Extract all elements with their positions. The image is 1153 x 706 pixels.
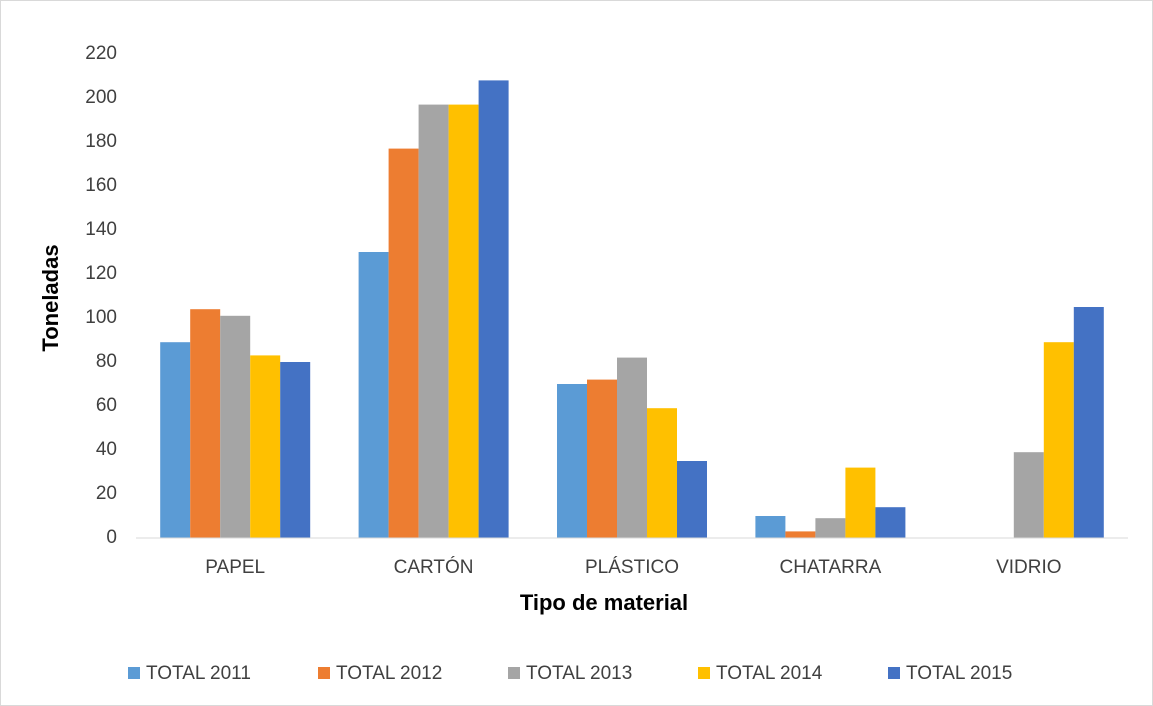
legend-swatch	[508, 667, 520, 679]
bar	[220, 315, 251, 538]
y-tick-label: 20	[96, 483, 117, 504]
bar	[587, 379, 617, 538]
bar	[647, 408, 677, 538]
bar	[1043, 342, 1074, 538]
y-tick-label: 200	[85, 87, 117, 108]
bar	[250, 355, 281, 538]
y-tick-label: 180	[85, 131, 117, 152]
legend-label: TOTAL 2013	[526, 663, 632, 684]
bar	[190, 309, 221, 538]
bar	[785, 531, 816, 538]
legend-swatch	[888, 667, 900, 679]
bar	[677, 461, 707, 538]
bar	[358, 252, 389, 538]
bar	[617, 357, 647, 538]
y-tick-label: 40	[96, 439, 117, 460]
y-tick-label: 160	[85, 175, 117, 196]
legend-label: TOTAL 2014	[716, 663, 823, 684]
bar	[875, 507, 906, 538]
bar	[815, 518, 846, 538]
bar	[1013, 452, 1044, 538]
x-tick-label: CARTÓN	[394, 556, 474, 578]
bar	[160, 342, 191, 538]
y-tick-label: 60	[96, 395, 117, 416]
legend-label: TOTAL 2011	[146, 663, 251, 684]
x-axis-title: Tipo de material	[520, 590, 688, 615]
bar	[418, 104, 449, 538]
y-tick-label: 0	[106, 527, 117, 548]
y-tick-label: 80	[96, 351, 117, 372]
legend-swatch	[318, 667, 330, 679]
bar	[845, 467, 876, 538]
legend-label: TOTAL 2015	[906, 663, 1012, 684]
bar	[557, 384, 587, 538]
x-tick-label: VIDRIO	[996, 557, 1061, 578]
legend-swatch	[698, 667, 710, 679]
bar	[1073, 307, 1104, 538]
x-tick-label: PAPEL	[205, 557, 265, 578]
y-tick-label: 220	[85, 43, 117, 64]
legend-swatch	[128, 667, 140, 679]
x-tick-label: PLÁSTICO	[585, 557, 679, 578]
bar	[388, 148, 419, 538]
bar	[755, 516, 786, 538]
y-tick-label: 120	[85, 263, 117, 284]
y-tick-label: 100	[85, 307, 117, 328]
y-tick-label: 140	[85, 219, 117, 240]
y-axis-title: Toneladas	[38, 244, 63, 351]
bar	[280, 362, 311, 538]
bar	[478, 80, 509, 539]
legend-label: TOTAL 2012	[336, 663, 442, 684]
x-tick-label: CHATARRA	[780, 557, 882, 578]
bar	[448, 104, 479, 538]
